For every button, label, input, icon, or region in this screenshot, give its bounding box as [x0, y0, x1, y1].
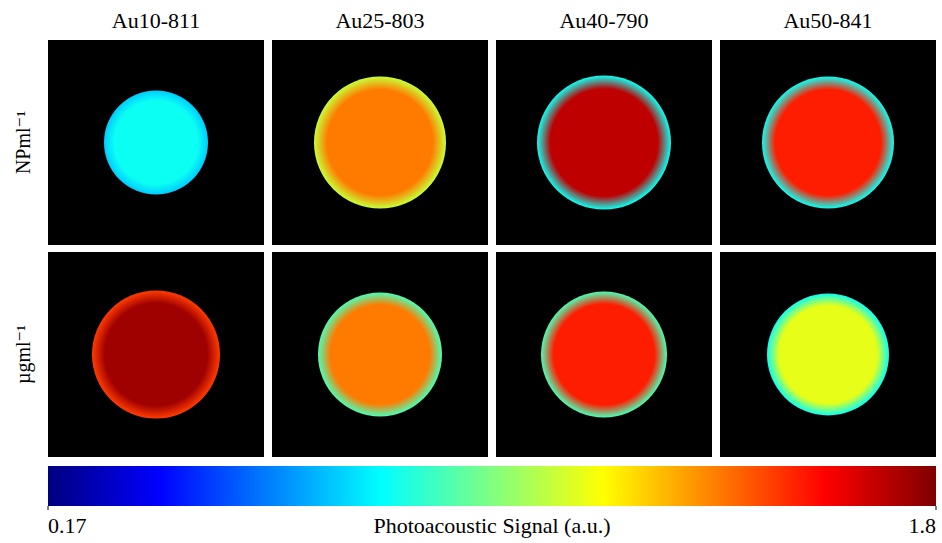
panel-background [48, 252, 264, 457]
sample-disc [92, 291, 220, 419]
column-title: Au10-811 [112, 8, 200, 33]
colorbar-tick [936, 506, 937, 510]
sample-disc [318, 293, 442, 417]
sample-disc [541, 292, 667, 418]
row-label: NPml⁻¹ [12, 111, 34, 174]
row-label: µgml⁻¹ [12, 325, 35, 384]
panel-background [496, 40, 712, 245]
column-title: Au50-841 [783, 8, 872, 33]
colorbar-label: Photoacoustic Signal (a.u.) [373, 513, 610, 538]
colorbar-tick-label: 0.17 [48, 513, 87, 538]
sample-disc [537, 76, 671, 210]
figure: Au10-811 Au25-803 Au40-790 Au50-841 NPml⁻¹ µg… [0, 0, 942, 543]
column-title: Au40-790 [559, 8, 648, 33]
sample-disc [104, 91, 208, 195]
column-title: Au25-803 [335, 8, 424, 33]
panel-background [720, 252, 936, 457]
sample-disc [767, 294, 889, 416]
colorbar-tick [48, 506, 49, 510]
sample-disc [762, 77, 894, 209]
panel-background [48, 40, 264, 245]
panel-background [720, 40, 936, 245]
panel-background [272, 40, 488, 245]
panel-background [272, 252, 488, 457]
sample-disc [314, 77, 446, 209]
colorbar [48, 466, 936, 506]
colorbar-tick-label: 1.8 [909, 513, 937, 538]
panel-background [496, 252, 712, 457]
